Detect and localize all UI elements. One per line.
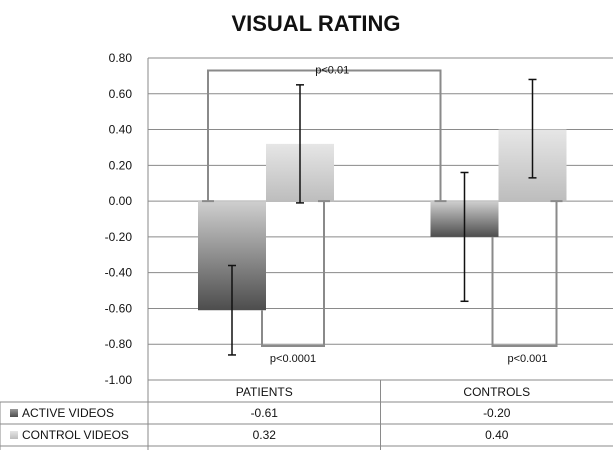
y-tick-label: -0.80 xyxy=(105,337,133,351)
y-tick-label: -0.40 xyxy=(105,266,133,280)
table-value: -0.61 xyxy=(251,406,279,420)
y-tick-label: -0.60 xyxy=(105,301,133,315)
y-tick-label: 0.40 xyxy=(109,123,133,137)
table-value: 0.32 xyxy=(253,428,277,442)
y-tick-label: 0.80 xyxy=(109,51,133,65)
bracket-patients xyxy=(261,201,325,348)
annotation-p-groups: p<0.01 xyxy=(315,65,349,77)
y-tick-label: 0.00 xyxy=(109,194,133,208)
y-tick-label: 0.20 xyxy=(109,158,133,172)
bracket-controls xyxy=(491,201,558,348)
table-value: -0.20 xyxy=(483,406,511,420)
row-label: CONTROL VIDEOS xyxy=(22,428,129,442)
row-label: ACTIVE VIDEOS xyxy=(22,406,114,420)
data-table: PATIENTS CONTROLS ACTIVE VIDEOS -0.61 -0.20 C… xyxy=(0,380,613,450)
y-tick-label: 0.60 xyxy=(109,87,133,101)
category-label-patients: PATIENTS xyxy=(236,385,293,399)
legend-swatch xyxy=(10,431,18,439)
table-value: 0.40 xyxy=(485,428,509,442)
annotation-p-patients: p<0.0001 xyxy=(270,353,316,365)
error-bars xyxy=(228,78,537,356)
chart-title: VISUAL RATING xyxy=(231,11,400,36)
y-axis-ticks: 0.80 0.60 0.40 0.20 0.00 -0.20 -0.40 -0.60 -0.80… xyxy=(105,51,133,387)
significance-brackets: p<0.01 p<0.0001 p<0.001 xyxy=(202,65,563,365)
category-label-controls: CONTROLS xyxy=(463,385,530,399)
bracket-groups xyxy=(207,69,442,202)
annotation-p-controls: p<0.001 xyxy=(507,353,547,365)
bars xyxy=(198,129,567,311)
y-tick-label: -1.00 xyxy=(105,373,133,387)
legend-swatch xyxy=(10,409,18,417)
y-tick-label: -0.20 xyxy=(105,230,133,244)
